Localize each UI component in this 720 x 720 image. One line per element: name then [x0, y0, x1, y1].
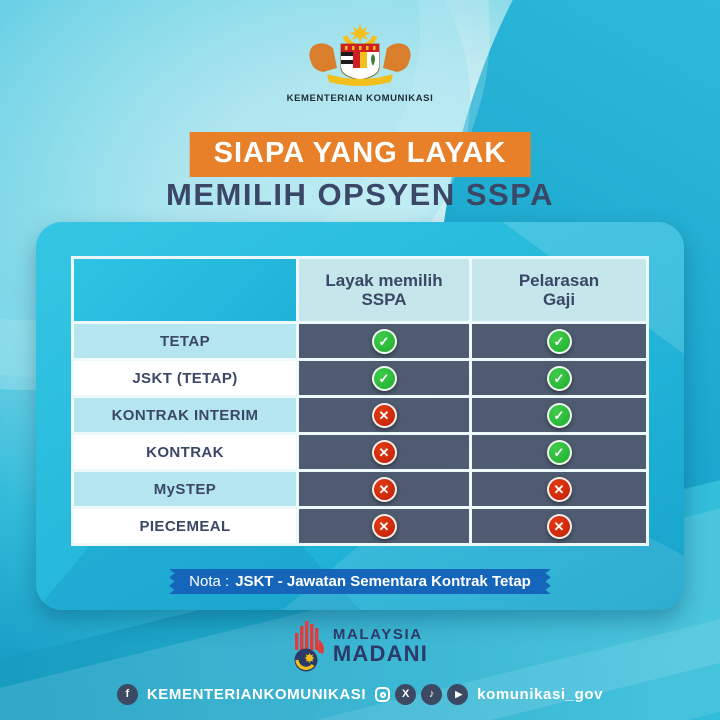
check-icon: ✓	[546, 402, 572, 428]
status-no-cell: ✕	[472, 509, 646, 543]
check-icon: ✓	[546, 365, 572, 391]
tiktok-icon[interactable]: ♪	[421, 684, 443, 705]
status-yes-cell: ✓	[299, 324, 469, 358]
cross-icon: ✕	[371, 513, 397, 539]
check-icon: ✓	[371, 365, 397, 391]
row-label: KONTRAK INTERIM	[74, 398, 296, 432]
eligibility-panel: Layak memilih SSPA Pelarasan Gaji TETAP ✓…	[36, 222, 684, 610]
cross-icon: ✕	[546, 513, 572, 539]
malaysia-coat-of-arms-icon	[309, 24, 411, 86]
social-footer: f KEMENTERIANKOMUNIKASI X ♪ ▶ komunikasi…	[0, 684, 720, 705]
madani-hand-icon	[294, 621, 324, 672]
title-line1: SIAPA YANG LAYAK	[213, 137, 507, 169]
madani-wordmark: MALAYSIA MADANI	[333, 627, 428, 665]
x-icon[interactable]: X	[395, 684, 417, 705]
cross-icon: ✕	[371, 439, 397, 465]
eligibility-table: Layak memilih SSPA Pelarasan Gaji TETAP ✓…	[71, 256, 649, 546]
madani-madani-text: MADANI	[332, 641, 429, 666]
title-line2: MEMILIH OPSYEN SSPA	[166, 177, 554, 212]
note-label: Nota :	[189, 573, 230, 590]
row-label: JSKT (TETAP)	[74, 361, 296, 395]
status-yes-cell: ✓	[299, 361, 469, 395]
status-no-cell: ✕	[299, 435, 469, 469]
status-no-cell: ✕	[299, 472, 469, 506]
cross-icon: ✕	[371, 476, 397, 502]
status-yes-cell: ✓	[472, 324, 646, 358]
madani-logo: MALAYSIA MADANI	[0, 620, 720, 672]
status-no-cell: ✕	[299, 398, 469, 432]
header: KEMENTERIAN KOMUNIKASI	[0, 22, 720, 104]
facebook-handle[interactable]: KEMENTERIANKOMUNIKASI	[146, 686, 367, 703]
status-no-cell: ✕	[472, 472, 646, 506]
cross-icon: ✕	[546, 476, 572, 502]
note-ribbon: Nota : JSKT - Jawatan Sementara Kontrak …	[169, 569, 551, 594]
check-icon: ✓	[371, 328, 397, 354]
row-label: TETAP	[74, 324, 296, 358]
row-label: KONTRAK	[74, 435, 296, 469]
status-yes-cell: ✓	[472, 361, 646, 395]
check-icon: ✓	[546, 328, 572, 354]
status-yes-cell: ✓	[472, 435, 646, 469]
instagram-lens	[379, 691, 386, 698]
ministry-name: KEMENTERIAN KOMUNIKASI	[286, 93, 434, 104]
youtube-icon[interactable]: ▶	[447, 684, 469, 705]
row-label: MySTEP	[74, 472, 296, 506]
status-yes-cell: ✓	[472, 398, 646, 432]
cross-icon: ✕	[371, 402, 397, 428]
column-header-pelarasan-gaji: Pelarasan Gaji	[472, 259, 646, 321]
title-banner: SIAPA YANG LAYAK	[189, 132, 531, 177]
status-no-cell: ✕	[299, 509, 469, 543]
social-handle[interactable]: komunikasi_gov	[477, 686, 604, 703]
facebook-icon[interactable]: f	[116, 684, 138, 705]
check-icon: ✓	[546, 439, 572, 465]
social-icon-group: X ♪ ▶	[375, 684, 469, 705]
madani-malaysia-text: MALAYSIA	[332, 626, 423, 643]
row-label: PIECEMEAL	[74, 509, 296, 543]
corner-cell	[74, 259, 296, 321]
instagram-icon[interactable]	[375, 687, 391, 702]
column-header-layak-sspa: Layak memilih SSPA	[299, 259, 469, 321]
note-text: JSKT - Jawatan Sementara Kontrak Tetap	[235, 573, 531, 590]
